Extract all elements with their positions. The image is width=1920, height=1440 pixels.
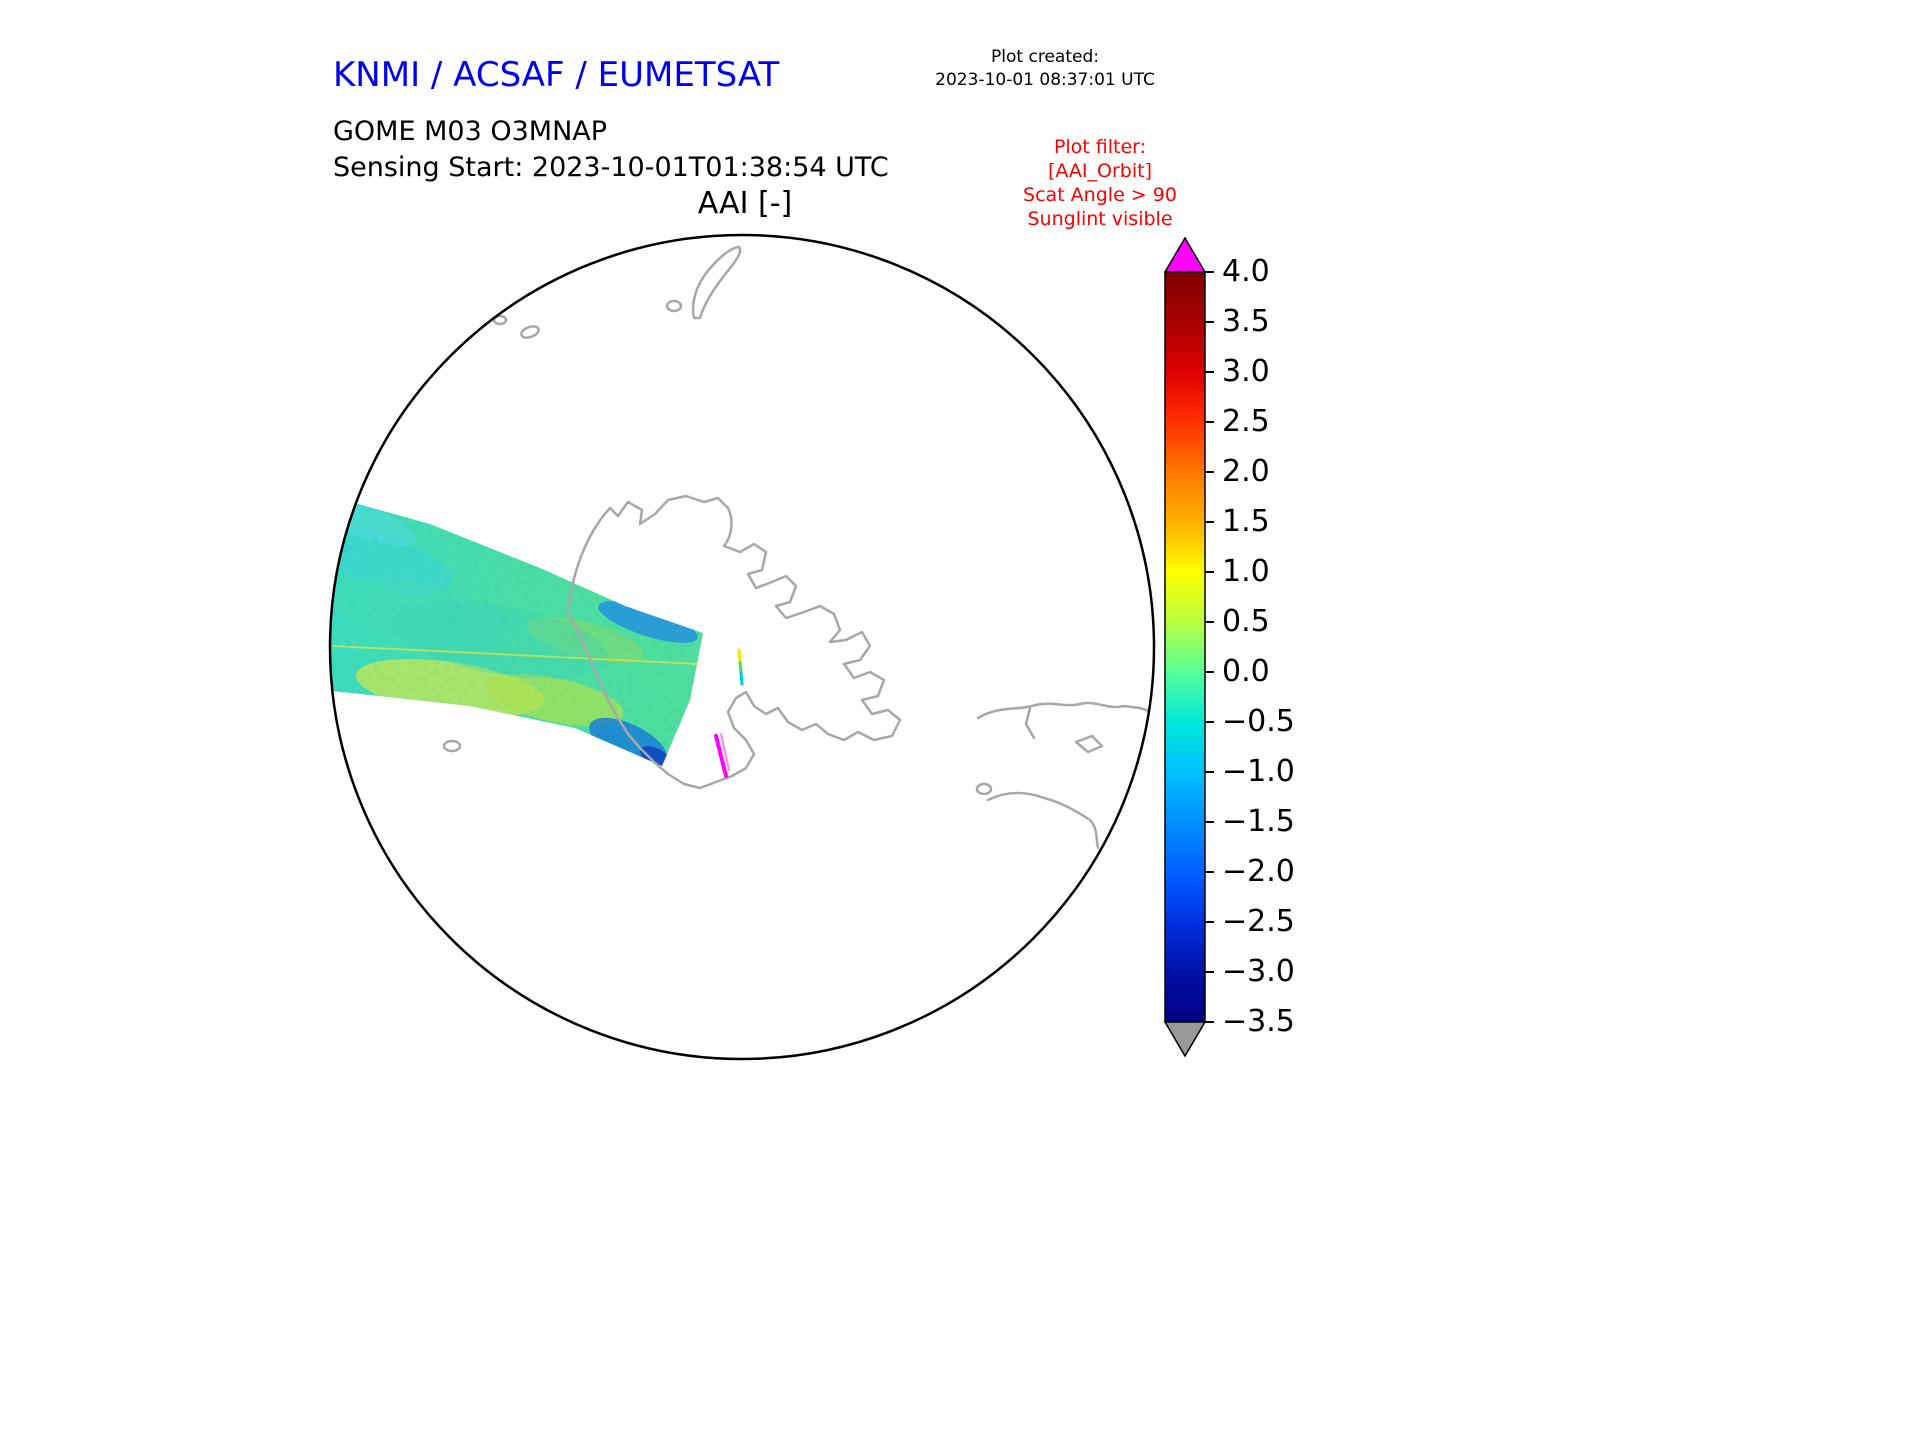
coastlines bbox=[442, 245, 1154, 850]
island-small-2 bbox=[520, 325, 540, 339]
colorbar-tick: 3.0 bbox=[1222, 354, 1270, 389]
colorbar-tick: 3.5 bbox=[1222, 304, 1270, 339]
data-swath bbox=[330, 494, 703, 766]
plot-filter-block: Plot filter: [AAI_Orbit] Scat Angle > 90… bbox=[985, 135, 1215, 231]
island-small-4 bbox=[975, 782, 993, 796]
colorbar-tick: 0.0 bbox=[1222, 654, 1270, 689]
island-small-1 bbox=[665, 299, 683, 313]
colorbar-tick: −3.0 bbox=[1222, 954, 1295, 989]
colorbar-tick: −0.5 bbox=[1222, 704, 1295, 739]
colorbar bbox=[1163, 236, 1214, 1058]
island-north bbox=[691, 245, 742, 320]
plot-filter-line3: Sunglint visible bbox=[1027, 208, 1173, 230]
colorbar-tick: 1.0 bbox=[1222, 554, 1270, 589]
colorbar-gradient bbox=[1164, 271, 1206, 1023]
colorbar-tick: 4.0 bbox=[1222, 254, 1270, 289]
colorbar-tick-labels: 4.0 3.5 3.0 2.5 2.0 1.5 1.0 0.5 0.0 −0.5… bbox=[1222, 254, 1332, 1040]
antarctica-coastline bbox=[566, 494, 902, 790]
south-america-coast bbox=[976, 701, 1154, 720]
org-title: KNMI / ACSAF / EUMETSAT bbox=[333, 55, 780, 95]
colorbar-tick: 2.5 bbox=[1222, 404, 1270, 439]
anomaly-streaks bbox=[714, 648, 744, 778]
colorbar-under-arrow bbox=[1163, 1021, 1207, 1058]
plot-created-block: Plot created: 2023-10-01 08:37:01 UTC bbox=[915, 46, 1175, 92]
product-title: GOME M03 O3MNAP bbox=[333, 116, 608, 147]
colorbar-tickmarks bbox=[1205, 271, 1214, 1023]
colorbar-tick: −2.0 bbox=[1222, 854, 1295, 889]
colorbar-tick: −1.5 bbox=[1222, 804, 1295, 839]
colorbar-tick: 1.5 bbox=[1222, 504, 1270, 539]
map-circle-outline bbox=[328, 233, 1156, 1061]
south-america-spur bbox=[1024, 706, 1036, 740]
plot-filter-line2: Scat Angle > 90 bbox=[1023, 184, 1177, 206]
colorbar-over-arrow bbox=[1163, 236, 1207, 273]
colorbar-tick: −2.5 bbox=[1222, 904, 1295, 939]
colorbar-tick: −3.5 bbox=[1222, 1004, 1295, 1039]
sensing-start: Sensing Start: 2023-10-01T01:38:54 UTC bbox=[333, 152, 889, 183]
plot-filter-line1: [AAI_Orbit] bbox=[1047, 160, 1152, 182]
island-notch bbox=[1074, 734, 1104, 754]
map-title: AAI [-] bbox=[697, 186, 793, 221]
colorbar-tick: −1.0 bbox=[1222, 754, 1295, 789]
plot-created-value: 2023-10-01 08:37:01 UTC bbox=[935, 70, 1155, 90]
tierra-del-fuego-coast bbox=[986, 791, 1100, 850]
colorbar-tick: 0.5 bbox=[1222, 604, 1270, 639]
map-contents bbox=[330, 245, 1154, 850]
island-west bbox=[442, 739, 462, 753]
island-small-3 bbox=[492, 314, 508, 326]
plot-created-label: Plot created: bbox=[991, 47, 1099, 67]
plot-filter-title: Plot filter: bbox=[1053, 136, 1147, 158]
colorbar-tick: 2.0 bbox=[1222, 454, 1270, 489]
